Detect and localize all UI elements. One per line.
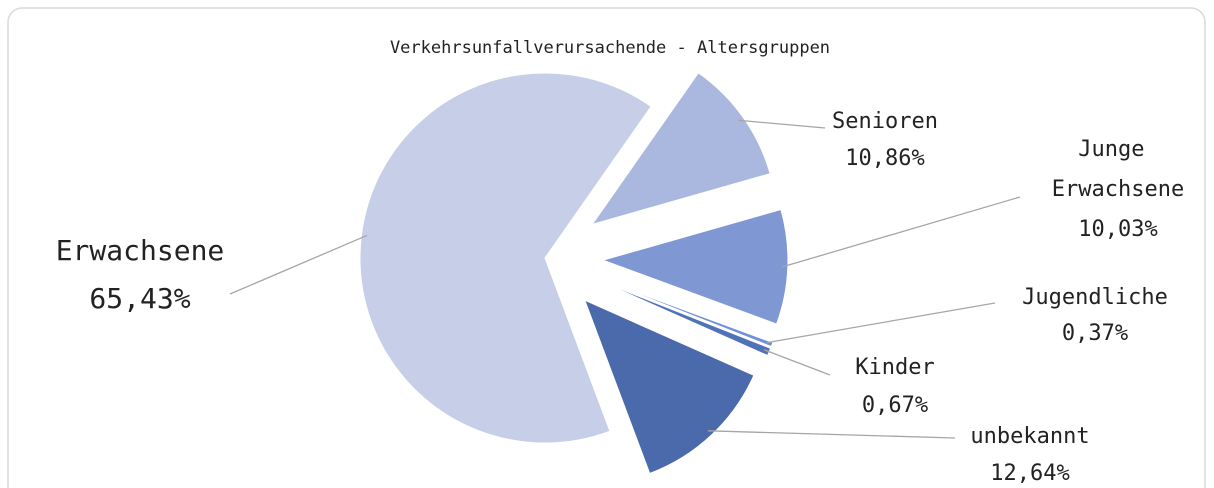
pie-slice [591, 72, 771, 226]
leader-line [738, 119, 826, 129]
pie-slice [583, 299, 755, 475]
chart-title: Verkehrsunfallverursachende - Altersgrup… [390, 38, 830, 58]
label-line: Junge [1078, 137, 1157, 162]
leader-line [763, 349, 831, 376]
value-label: 0,37% [1062, 321, 1128, 346]
leader-line [707, 430, 956, 439]
value-label: 10,03% [1078, 217, 1157, 242]
value-label: 0,67% [862, 393, 928, 418]
pie-slice [601, 208, 789, 325]
value-label: 65,43% [89, 282, 190, 315]
value-label: 10,86% [845, 146, 924, 171]
category-label: Kinder [855, 355, 934, 380]
pie-slice [599, 278, 774, 348]
category-label: Jugendliche [1022, 285, 1168, 310]
pie-slice [359, 72, 652, 444]
value-label: 12,64% [990, 461, 1069, 486]
category-label: Erwachsene [56, 234, 225, 267]
label-line: Erwachsene [1052, 177, 1184, 202]
category-label: Senioren [832, 109, 938, 134]
leader-line [229, 234, 368, 295]
category-label: Junge Erwachsene [1052, 137, 1184, 202]
leader-line [766, 302, 996, 344]
leader-line [782, 196, 1021, 268]
chart-frame [7, 7, 1206, 488]
category-label: unbekannt [970, 424, 1089, 449]
